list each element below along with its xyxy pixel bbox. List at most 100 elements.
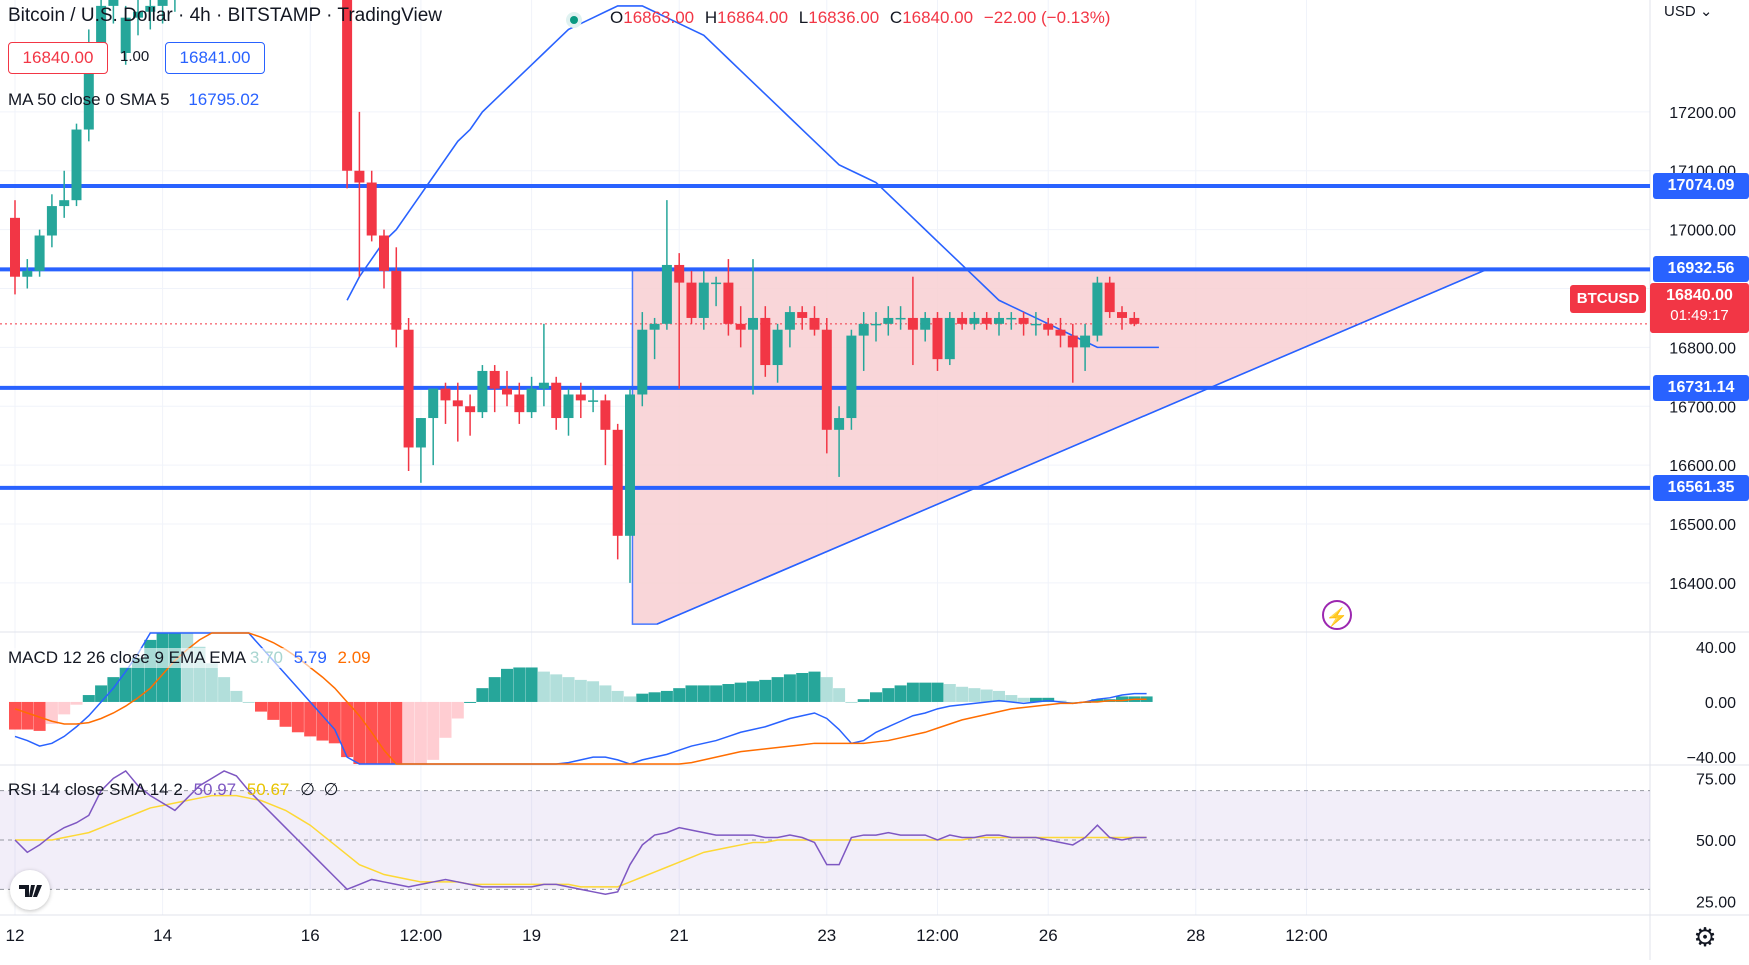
candle-body	[797, 312, 808, 318]
candle-body	[1067, 335, 1078, 348]
candle-body	[772, 329, 783, 366]
macd-histogram-bar	[783, 674, 796, 702]
macd-histogram-bar	[943, 684, 956, 702]
candle-body	[981, 317, 992, 324]
rsi-tick-label: 25.00	[1696, 895, 1736, 912]
macd-tick-label: 0.00	[1705, 695, 1736, 712]
macd-histogram-bar	[341, 701, 354, 758]
ma-legend[interactable]: MA 50 close 0 SMA 5 16795.02	[8, 90, 260, 109]
candle-body	[391, 270, 402, 330]
macd-legend[interactable]: MACD 12 26 close 9 EMA EMA 3.70 5.79 2.0…	[8, 648, 371, 668]
candle-body	[735, 323, 746, 330]
lightning-icon[interactable]: ⚡	[1322, 600, 1352, 630]
macd-histogram-bar	[255, 701, 267, 712]
rsi-pane	[0, 769, 1650, 896]
candle-body	[22, 270, 33, 277]
sell-button[interactable]: 16840.00	[8, 42, 108, 74]
candle-body	[895, 317, 906, 320]
current-price-badge: 16840.00 01:49:17	[1650, 283, 1749, 333]
candle-body	[907, 317, 918, 330]
macd-histogram-bar	[1017, 697, 1030, 702]
candle-body	[71, 129, 82, 201]
time-tick-label: 12:00	[1285, 926, 1328, 945]
macd-histogram-bar	[205, 663, 218, 702]
macd-histogram-bar	[414, 701, 427, 764]
candle-body	[625, 394, 635, 536]
macd-histogram-bar	[599, 685, 612, 702]
currency-selector[interactable]: USD ⌄	[1664, 3, 1713, 20]
candle-body	[1055, 329, 1066, 336]
macd-histogram-bar	[673, 688, 686, 702]
macd-histogram-bar	[390, 701, 403, 764]
macd-tick-label: −40.00	[1687, 750, 1736, 767]
candle-body	[133, 11, 143, 18]
rsi-line	[14, 769, 1147, 896]
macd-histogram-bar	[956, 686, 969, 702]
macd-histogram-bar	[697, 685, 710, 702]
candle-body	[46, 206, 57, 236]
candle-body	[969, 317, 980, 324]
level-price-badge: 17074.09	[1653, 173, 1749, 199]
candle-body	[157, 0, 168, 6]
macd-histogram-bar	[931, 682, 944, 702]
buy-button[interactable]: 16841.00	[165, 42, 265, 74]
macd-histogram-bar	[710, 685, 723, 702]
macd-histogram-bar	[648, 692, 661, 702]
macd-signal-line	[14, 632, 1147, 765]
candle-body	[661, 264, 672, 324]
macd-histogram-bar	[980, 689, 993, 702]
candle-body	[1043, 323, 1054, 330]
time-tick-label: 16	[301, 926, 320, 945]
time-axis: 12 14 16 12:00 19 21 23 12:00 26 28 12:00	[6, 926, 1328, 945]
level-price-badge: 16561.35	[1653, 474, 1749, 501]
gear-icon[interactable]: ⚙	[1693, 922, 1717, 952]
chevron-down-icon: ⌄	[1699, 3, 1713, 20]
macd-histogram-bar	[993, 690, 1005, 702]
macd-histogram-bar	[267, 701, 280, 720]
price-tick-label: 16400.00	[1669, 576, 1736, 593]
candle-body	[96, 5, 107, 53]
symbol-title[interactable]: Bitcoin / U.S. Dollar · 4h · BITSTAMP · …	[8, 5, 442, 26]
candle-body	[834, 418, 845, 430]
candle-body	[957, 317, 968, 324]
rsi-tick-label: 75.00	[1696, 771, 1736, 788]
macd-histogram-bar	[1116, 696, 1128, 702]
order-quantity[interactable]: 1.00	[120, 48, 150, 65]
candle-body	[809, 317, 820, 330]
time-tick-label: 28	[1186, 926, 1205, 945]
macd-histogram-bar	[550, 674, 563, 702]
candle-body	[526, 388, 537, 413]
macd-histogram-bar	[894, 685, 907, 702]
macd-histogram-bar	[808, 671, 821, 702]
time-tick-label: 14	[153, 926, 172, 945]
macd-histogram-bar	[1066, 701, 1079, 703]
macd-histogram-bar	[759, 679, 772, 702]
macd-histogram-bar	[1091, 699, 1104, 702]
candle-body	[600, 400, 611, 430]
macd-histogram-bar	[574, 679, 587, 702]
candle-body	[34, 235, 45, 271]
candle-body	[563, 394, 574, 419]
candle-body	[1129, 317, 1140, 324]
ohlc-readout: O16863.00 H16864.00 L16836.00 C16840.00 …	[610, 8, 1111, 27]
macd-histogram-bar	[95, 685, 108, 702]
tradingview-logo-icon[interactable]	[10, 870, 50, 910]
macd-histogram-bar	[1029, 697, 1042, 702]
market-status-icon[interactable]	[566, 12, 582, 28]
rsi-sma-line	[15, 794, 1147, 888]
candle-body	[711, 282, 722, 285]
macd-histogram-bar	[70, 701, 83, 705]
macd-histogram-bar	[242, 701, 255, 703]
candle-body	[760, 317, 771, 366]
macd-histogram-bar	[820, 677, 833, 702]
macd-histogram-bar	[1005, 695, 1018, 702]
price-tick-label: 17000.00	[1669, 223, 1736, 240]
macd-histogram-bar	[427, 701, 440, 760]
rsi-tick-label: 50.00	[1696, 833, 1736, 850]
rsi-legend[interactable]: RSI 14 close SMA 14 2 50.97 50.67 ∅ ∅	[8, 780, 339, 799]
candle-body	[120, 17, 131, 53]
ma-50-line	[346, 5, 1159, 349]
macd-histogram-bar	[488, 677, 501, 702]
